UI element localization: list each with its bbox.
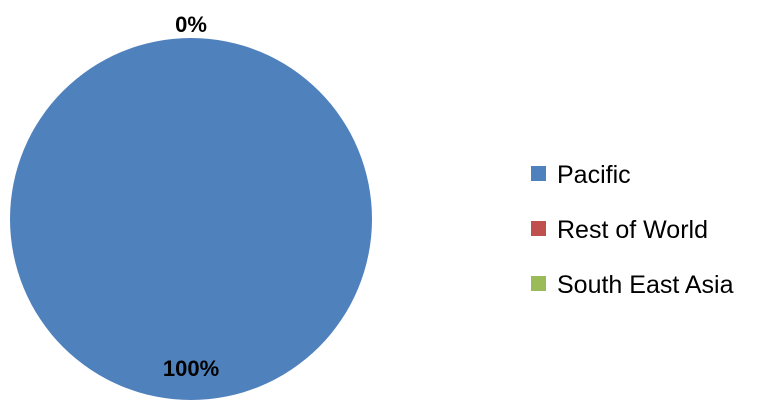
legend-item-pacific[interactable]: Pacific — [531, 161, 631, 189]
legend-swatch-rest-of-world — [531, 221, 546, 236]
legend-item-rest-of-world[interactable]: Rest of World — [531, 216, 708, 244]
legend-swatch-pacific — [531, 166, 546, 181]
legend-swatch-south-east-asia — [531, 276, 546, 291]
legend-label-pacific: Pacific — [557, 161, 631, 189]
data-label-top: 0% — [175, 12, 207, 37]
legend-label-rest-of-world: Rest of World — [557, 216, 708, 244]
legend-item-south-east-asia[interactable]: South East Asia — [531, 271, 734, 299]
legend: Pacific Rest of World South East Asia — [531, 161, 734, 299]
legend-label-south-east-asia: South East Asia — [557, 271, 734, 299]
data-label-bottom: 100% — [163, 356, 219, 381]
pie-slice-pacific — [10, 38, 372, 400]
pie-slices — [10, 38, 372, 400]
